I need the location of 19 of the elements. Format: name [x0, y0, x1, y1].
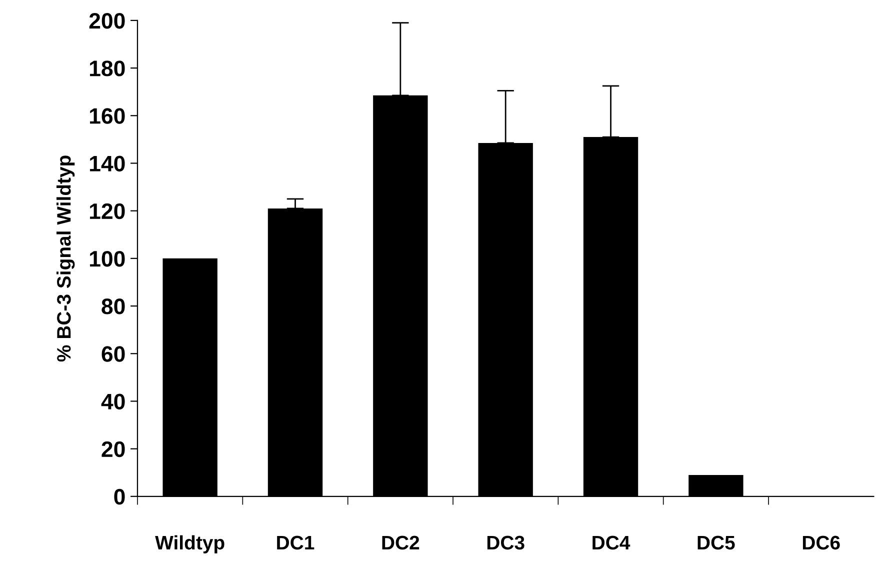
y-tick-label: 160 [90, 108, 125, 124]
y-tick-label: 0 [114, 488, 125, 505]
x-tick-label: DC3 [487, 536, 524, 550]
x-tick-label: DC6 [802, 536, 840, 550]
y-tick-label: 180 [90, 60, 125, 76]
y-tick-label: 40 [101, 394, 125, 410]
x-tick-label: Wildtyp [155, 535, 224, 554]
y-tick-label: 140 [90, 156, 125, 172]
y-tick-label: 120 [90, 203, 125, 220]
y-tick-label: 80 [102, 298, 125, 314]
x-tick-label: DC4 [592, 536, 630, 550]
x-tick-label: DC2 [382, 536, 420, 550]
y-axis-title: % BC-3 Signal Wildtyp [56, 156, 75, 362]
y-tick-label: 60 [102, 346, 125, 362]
y-tick-label: 200 [89, 12, 125, 29]
y-tick-label: 20 [102, 441, 125, 458]
y-tick-label: 100 [90, 250, 125, 267]
x-tick-label: DC5 [698, 536, 735, 550]
x-tick-label: DC1 [277, 536, 314, 550]
